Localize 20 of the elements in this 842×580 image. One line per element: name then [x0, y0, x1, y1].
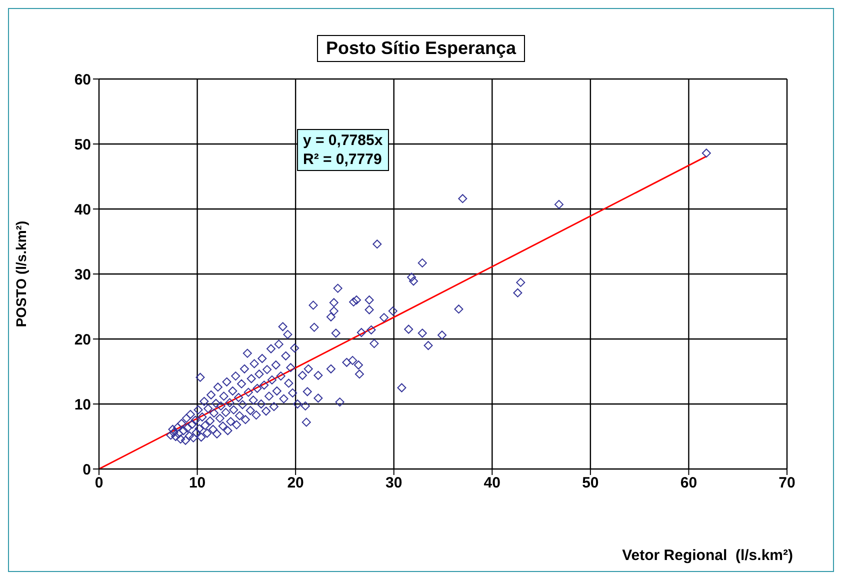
x-tick-label: 10 [188, 474, 206, 492]
x-tick-label: 50 [582, 474, 599, 492]
chart-title: Posto Sítio Esperança [326, 38, 516, 58]
y-tick-label: 30 [74, 266, 91, 284]
y-tick-label: 0 [82, 461, 91, 478]
x-tick-label: 60 [680, 474, 698, 492]
y-tick-label: 60 [74, 71, 91, 88]
annotation: R² = 0,7779 [303, 151, 382, 168]
x-tick-label: 40 [484, 474, 500, 492]
y-tick-label: 40 [74, 201, 91, 218]
y-axis-title: POSTO (l/s.km²) [12, 220, 29, 328]
x-tick-label: 0 [94, 474, 104, 492]
annotation: y = 0,7785x [303, 132, 383, 149]
x-tick-label: 70 [778, 474, 796, 492]
x-axis-title: Vetor Regional (l/s.km²) [622, 547, 793, 564]
y-tick-label: 20 [74, 331, 91, 348]
y-tick-label: 50 [74, 136, 91, 154]
x-tick-label: 30 [386, 474, 402, 492]
y-tick-label: 10 [74, 396, 91, 414]
x-tick-label: 20 [287, 474, 304, 492]
